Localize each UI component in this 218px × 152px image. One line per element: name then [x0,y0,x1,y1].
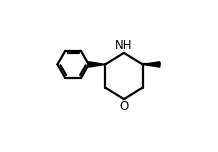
Text: O: O [119,100,129,113]
Polygon shape [89,62,105,67]
Text: NH: NH [115,39,133,52]
Polygon shape [143,62,160,67]
